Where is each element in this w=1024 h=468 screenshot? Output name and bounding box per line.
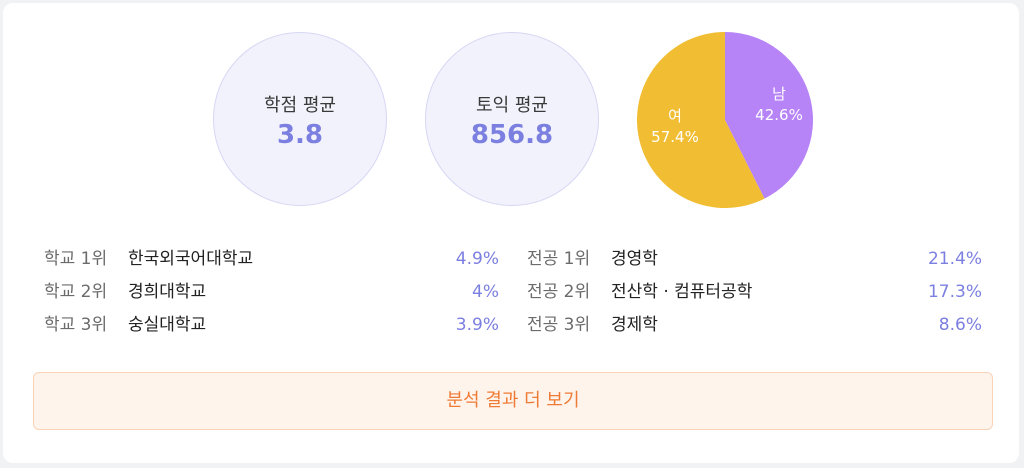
gender-pie-chart: 남 42.6% 여 57.4% [637, 32, 813, 208]
school-rank-row: 학교 3위 숭실대학교 3.9% [44, 313, 499, 337]
gpa-average-label: 학점 평균 [264, 95, 336, 116]
major-name: 전산학 · 컴퓨터공학 [611, 282, 753, 302]
school-rank-label: 학교 2위 [44, 282, 108, 302]
major-name: 경영학 [611, 249, 658, 269]
toeic-average-circle: 토익 평균 856.8 [425, 32, 599, 206]
major-percent: 8.6% [938, 315, 982, 335]
school-name: 숭실대학교 [128, 315, 207, 335]
major-percent: 21.4% [927, 249, 982, 269]
school-name: 한국외국어대학교 [128, 249, 254, 269]
major-rank-row: 전공 1위 경영학 21.4% [527, 247, 982, 271]
school-rank-label: 학교 3위 [44, 315, 108, 335]
major-name: 경제학 [611, 315, 658, 335]
school-percent: 4% [472, 282, 499, 302]
major-rank-label: 전공 1위 [527, 249, 591, 269]
major-percent: 17.3% [927, 282, 982, 302]
gender-pie-svg [637, 32, 813, 208]
school-percent: 3.9% [455, 315, 499, 335]
school-percent: 4.9% [455, 249, 499, 269]
gpa-average-circle: 학점 평균 3.8 [213, 32, 387, 206]
school-rank-label: 학교 1위 [44, 249, 108, 269]
analysis-card: 학점 평균 3.8 토익 평균 856.8 남 42.6% 여 57.4% 학교… [3, 3, 1019, 463]
school-name: 경희대학교 [128, 282, 207, 302]
female-pie-slice [637, 32, 765, 208]
male-percent-text: 42.6% [755, 106, 803, 124]
major-rank-label: 전공 2위 [527, 282, 591, 302]
major-rank-row: 전공 2위 전산학 · 컴퓨터공학 17.3% [527, 280, 982, 304]
female-slice-label: 여 57.4% [643, 106, 707, 148]
male-pie-slice [725, 32, 813, 199]
male-slice-label: 남 42.6% [749, 84, 809, 126]
toeic-average-value: 856.8 [470, 120, 554, 150]
gpa-average-value: 3.8 [276, 120, 324, 150]
view-more-results-button[interactable]: 분석 결과 더 보기 [33, 372, 993, 430]
major-rank-row: 전공 3위 경제학 8.6% [527, 313, 982, 337]
female-label-text: 여 [668, 107, 682, 125]
school-rank-row: 학교 2위 경희대학교 4% [44, 280, 499, 304]
school-rank-row: 학교 1위 한국외국어대학교 4.9% [44, 247, 499, 271]
female-percent-text: 57.4% [651, 128, 699, 146]
male-label-text: 남 [772, 85, 786, 103]
major-rank-label: 전공 3위 [527, 315, 591, 335]
toeic-average-label: 토익 평균 [476, 95, 548, 116]
